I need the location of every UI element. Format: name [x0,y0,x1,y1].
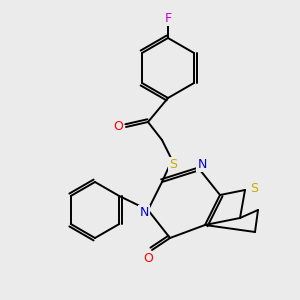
Text: O: O [113,121,123,134]
Text: F: F [164,11,172,25]
Text: O: O [143,251,153,265]
Text: S: S [169,158,177,170]
Text: S: S [250,182,258,194]
Text: N: N [139,206,149,218]
Text: N: N [197,158,207,170]
